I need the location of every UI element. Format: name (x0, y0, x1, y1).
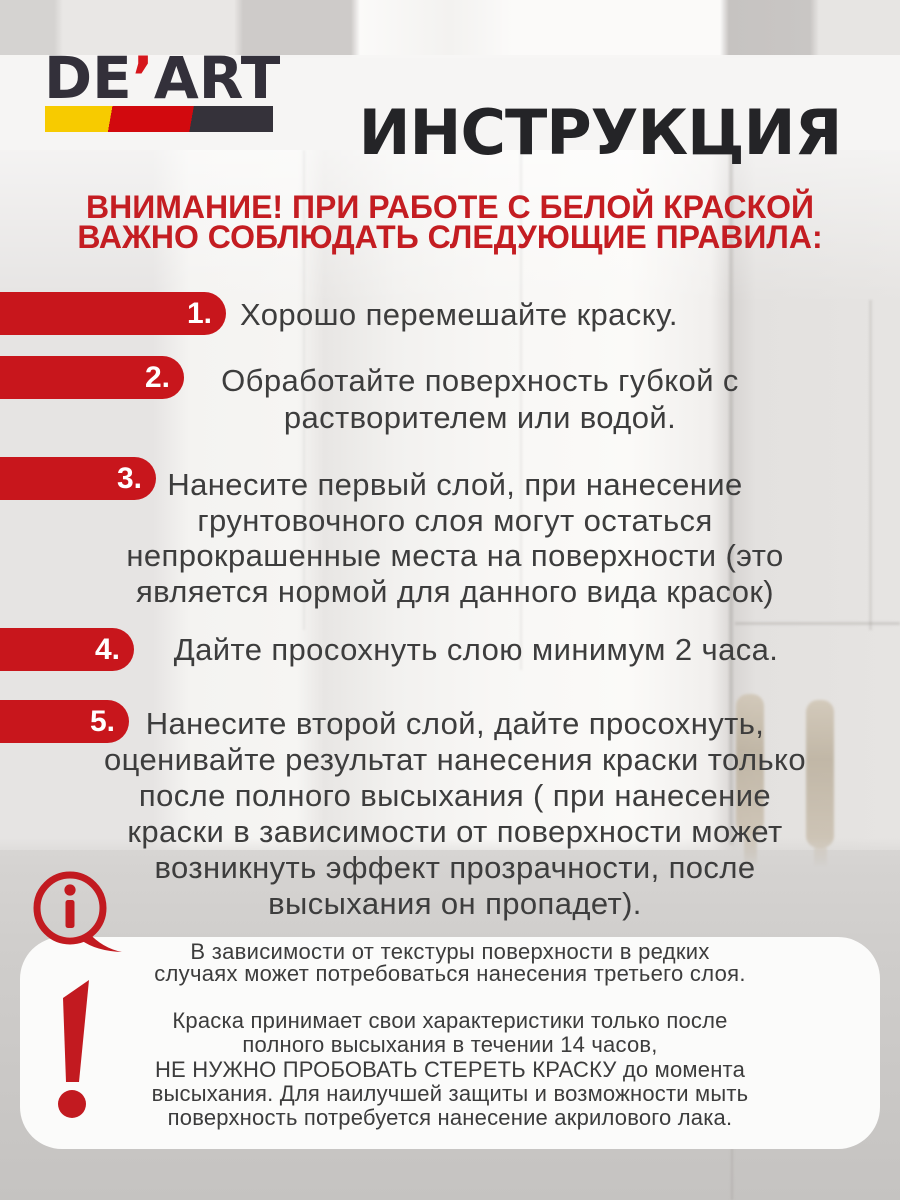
step-text-5: Нанесите второй слой, дайте просохнуть, … (62, 706, 848, 922)
page-title: ИНСТРУКЦИЯ (358, 95, 843, 169)
exclamation-mark-icon (58, 980, 89, 1118)
step-number-badge-2: 2. (0, 356, 184, 399)
info-note-text: В зависимости от текстуры поверхности в … (90, 941, 810, 985)
door-frame-line (303, 150, 305, 630)
step-number: 5. (89, 704, 115, 738)
step-line: оценивайте результат нанесения краски то… (104, 742, 806, 777)
step-number: 2. (144, 360, 170, 394)
door-panel-edge (735, 622, 900, 625)
brand-logo-color-bar (45, 106, 273, 132)
brand-logo: DE’ART (44, 49, 280, 107)
step-number-badge-4: 4. (0, 628, 134, 671)
note-line: случаях может потребоваться нанесения тр… (154, 961, 746, 986)
step-number-badge-3: 3. (0, 457, 156, 500)
step-line: Нанесите первый слой, при нанесение (167, 467, 743, 502)
warning-heading-line: ВАЖНО СОБЛЮДАТЬ СЛЕДУЮЩИЕ ПРАВИЛА: (77, 219, 823, 255)
step-number: 3. (116, 461, 142, 495)
step-line: краски в зависимости от поверхности може… (127, 814, 783, 849)
note-line: поверхность потребуется нанесение акрило… (167, 1105, 733, 1131)
main-note-text: Краска принимает свои характеристики тол… (90, 1008, 810, 1131)
step-text-1: Хорошо перемешайте краску. (240, 296, 678, 334)
step-text-3: Нанесите первый слой, при нанесение грун… (70, 467, 840, 609)
step-number-badge-5: 5. (0, 700, 129, 743)
step-line: Хорошо перемешайте краску. (240, 297, 678, 332)
step-line: Дайте просохнуть слою минимум 2 часа. (173, 632, 779, 667)
step-line: Обработайте поверхность губкой с (221, 363, 739, 398)
notes-card (20, 937, 880, 1149)
door-gap-shadow-bottom (731, 1148, 733, 1200)
warning-heading-line: ВНИМАНИЕ! ПРИ РАБОТЕ С БЕЛОЙ КРАСКОЙ (85, 189, 814, 225)
step-line: грунтовочного слоя могут остаться (197, 502, 713, 538)
step-line: непрокрашенные места на поверхности (это (126, 538, 784, 573)
note-line: В зависимости от текстуры поверхности в … (190, 939, 710, 964)
step-number: 1. (186, 296, 212, 330)
step-number: 4. (94, 632, 120, 666)
door-photo-top-windows (0, 0, 900, 58)
step-line: является нормой для данного вида красок) (135, 573, 775, 609)
step-text-4: Дайте просохнуть слою минимум 2 часа. (116, 628, 836, 671)
step-line: Нанесите второй слой, дайте просохнуть, (145, 706, 765, 741)
step-text-2: Обработайте поверхность губкой с раствор… (110, 362, 850, 436)
door-frame-line (520, 150, 522, 670)
step-line: высыхания он пропадет). (268, 886, 642, 921)
door-handle-right (806, 700, 834, 848)
note-line: высыхания. Для наилучшей защиты и возмож… (151, 1080, 749, 1106)
door-handle-left (736, 694, 764, 834)
step-line: возникнуть эффект прозрачности, после (154, 850, 756, 885)
info-speech-bubble-icon (33, 871, 122, 952)
note-line: полного высыхания в течении 14 часов, (242, 1032, 658, 1058)
warning-heading: ВНИМАНИЕ! ПРИ РАБОТЕ С БЕЛОЙ КРАСКОЙ ВАЖ… (0, 189, 900, 255)
step-line: растворителем или водой. (283, 400, 677, 435)
brand-logo-prefix: DE (44, 44, 132, 112)
note-line: Краска принимает свои характеристики тол… (172, 1008, 728, 1033)
step-line: после полного высыхания ( при нанесение (138, 778, 772, 813)
note-line: НЕ НУЖНО ПРОБОВАТЬ СТЕРЕТЬ КРАСКУ до мом… (154, 1056, 746, 1082)
brand-logo-suffix: ART (153, 44, 281, 112)
header-band (0, 55, 900, 150)
door-gap-shadow (729, 150, 733, 845)
door-panel-edge (869, 300, 872, 630)
brand-logo-apostrophe: ’ (131, 44, 154, 112)
step-number-badge-1: 1. (0, 292, 226, 335)
